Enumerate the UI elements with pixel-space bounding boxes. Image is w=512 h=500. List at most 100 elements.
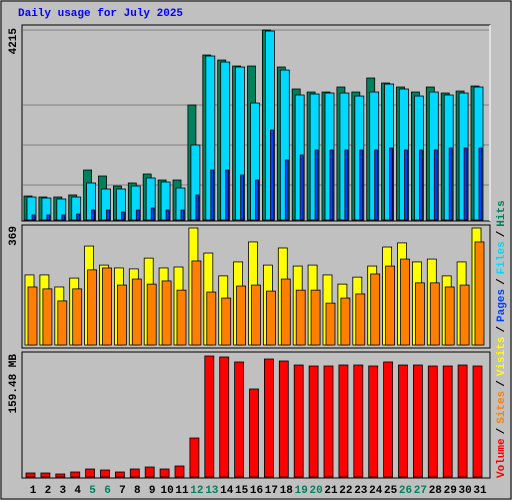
x-tick-label: 27 — [414, 485, 427, 497]
bar — [191, 260, 202, 346]
bar — [427, 365, 438, 478]
bar — [175, 187, 186, 221]
bar — [250, 102, 260, 221]
legend-separator: / — [496, 380, 508, 387]
bar — [279, 69, 290, 221]
bar — [130, 185, 141, 221]
bar — [310, 289, 321, 346]
bar — [221, 297, 232, 346]
bar — [324, 92, 335, 221]
bar — [474, 241, 485, 346]
bar — [61, 214, 66, 221]
bar — [204, 355, 215, 478]
bar — [26, 196, 37, 221]
bar — [55, 473, 66, 478]
bar — [444, 286, 455, 346]
bar — [369, 91, 380, 221]
bar — [87, 269, 97, 346]
x-tick-label: 19 — [295, 485, 308, 497]
bar — [293, 364, 304, 478]
bar — [135, 209, 140, 221]
bar — [284, 159, 289, 221]
bar — [25, 472, 36, 478]
bar — [145, 177, 156, 221]
x-tick-label: 15 — [235, 485, 249, 497]
bar — [56, 198, 67, 221]
bar — [76, 213, 81, 221]
bar — [374, 149, 379, 221]
bar — [72, 288, 83, 346]
bar — [100, 469, 110, 478]
bar — [85, 468, 95, 478]
bar — [383, 361, 394, 478]
y-tick-label: 369 — [8, 226, 20, 246]
bar — [251, 284, 261, 346]
bar — [255, 179, 259, 221]
bar — [101, 188, 111, 221]
x-tick-label: 16 — [250, 485, 263, 497]
x-tick-label: 29 — [444, 485, 457, 497]
bar — [219, 356, 230, 478]
x-tick-label: 11 — [175, 485, 189, 497]
bar — [295, 289, 306, 346]
bar — [413, 95, 424, 221]
bar — [443, 94, 454, 221]
bar — [398, 364, 408, 478]
bar — [161, 280, 172, 346]
legend-separator: / — [496, 427, 508, 434]
x-tick-label: 30 — [458, 485, 471, 497]
legend-entry: Sites — [496, 391, 508, 424]
bar — [338, 364, 349, 478]
bar — [353, 364, 364, 478]
x-tick-label: 14 — [220, 485, 234, 497]
bar — [399, 88, 409, 221]
bar — [117, 284, 127, 346]
bar — [249, 388, 259, 478]
legend: Volume / Sites / Visits / Pages / Files / Hits — [496, 200, 508, 478]
bar — [86, 182, 96, 221]
bar — [463, 147, 468, 221]
x-tick-label: 20 — [309, 485, 322, 497]
y-tick-label: 159.48 MB — [8, 354, 20, 414]
bar — [160, 181, 171, 221]
bar — [264, 30, 275, 221]
bar — [265, 290, 276, 346]
bar — [344, 149, 349, 221]
bar — [42, 288, 53, 346]
bar — [206, 291, 217, 346]
x-tick-label: 24 — [369, 485, 383, 497]
bar — [280, 278, 291, 346]
bar — [176, 289, 187, 346]
bar — [165, 209, 170, 221]
bar — [57, 300, 68, 346]
bar — [472, 365, 483, 478]
x-tick-label: 25 — [384, 485, 398, 497]
legend-separator: / — [496, 230, 508, 237]
bar — [458, 92, 469, 221]
legend-entry: Hits — [496, 200, 508, 226]
bar — [442, 365, 453, 478]
x-tick-label: 6 — [104, 485, 111, 497]
bar — [106, 209, 110, 221]
x-tick-label: 31 — [473, 485, 487, 497]
legend-separator: / — [496, 326, 508, 333]
x-tick-label: 17 — [265, 485, 278, 497]
y-tick-label: 4215 — [8, 28, 20, 55]
bar — [339, 92, 350, 221]
x-tick-label: 10 — [160, 485, 173, 497]
bar — [418, 149, 423, 221]
bar — [115, 471, 125, 478]
bar — [359, 149, 364, 221]
bar — [70, 471, 81, 478]
bar — [195, 194, 200, 221]
bar — [473, 86, 484, 221]
bar — [400, 258, 410, 346]
bar — [235, 66, 246, 221]
x-tick-label: 13 — [205, 485, 219, 497]
bar — [144, 466, 155, 478]
bar — [210, 169, 215, 221]
bar — [429, 282, 440, 346]
bar — [174, 465, 185, 478]
